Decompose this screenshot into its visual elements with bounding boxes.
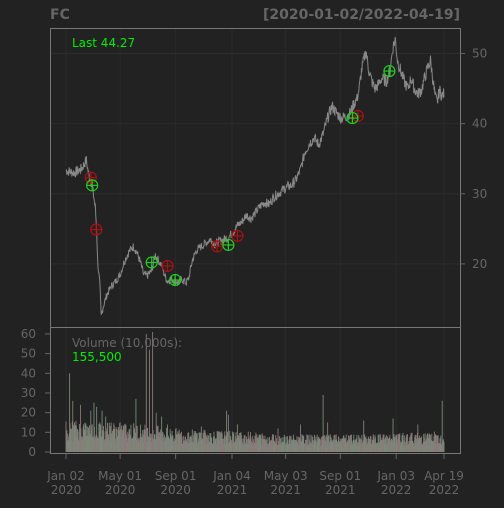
sell-signal-0 <box>84 171 97 184</box>
buy-signal-5 <box>383 64 396 78</box>
buy-signal-1 <box>145 256 158 269</box>
x-tick-label-4-date: May 03 <box>264 469 308 483</box>
buy-signal-3 <box>222 238 235 252</box>
buy-signal-4 <box>346 111 359 125</box>
volume-tick-label-10: 10 <box>21 425 36 439</box>
x-tick-label-1-year: 2020 <box>105 483 136 497</box>
sell-signal-2 <box>161 259 174 273</box>
price-tick-label-40: 40 <box>472 117 487 131</box>
x-tick-label-2-year: 2020 <box>160 483 191 497</box>
volume-tick-label-50: 50 <box>21 347 36 361</box>
volume-tick-label-60: 60 <box>21 327 36 341</box>
ticker-label: FC <box>50 7 70 23</box>
buy-signal-0 <box>86 179 99 192</box>
x-tick-label-6-date: Jan 03 <box>376 469 415 483</box>
volume-last-value: 155,500 <box>72 350 122 364</box>
price-line <box>65 37 445 315</box>
x-tick-label-5-year: 2021 <box>325 483 356 497</box>
x-tick-label-4-year: 2021 <box>270 483 301 497</box>
x-tick-label-0-date: Jan 02 <box>46 469 85 483</box>
signal-markers <box>84 64 396 287</box>
buy-signal-2 <box>169 273 182 287</box>
x-tick-label-0-year: 2020 <box>51 483 82 497</box>
price-tick-label-20: 20 <box>472 257 487 271</box>
x-tick-label-5-date: Sep 01 <box>319 469 361 483</box>
x-tick-label-7-date: Apr 19 <box>424 469 464 483</box>
volume-tick-label-30: 30 <box>21 386 36 400</box>
x-tick-label-3-year: 2021 <box>217 483 248 497</box>
x-tick-label-6-year: 2022 <box>381 483 412 497</box>
price-tick-label-30: 30 <box>472 187 487 201</box>
sell-signal-1 <box>90 223 103 236</box>
date-range-label: [2020-01-02/2022-04-19] <box>263 7 460 23</box>
sell-signal-3 <box>211 240 224 253</box>
x-tick-label-7-year: 2022 <box>429 483 460 497</box>
x-tick-label-2-date: Sep 01 <box>155 469 197 483</box>
grid-layer <box>51 29 460 452</box>
volume-tick-label-0: 0 <box>28 445 36 459</box>
volume-label: Volume (10,000s): <box>72 336 182 350</box>
volume-panel-border <box>50 327 461 454</box>
x-tick-label-3-date: Jan 04 <box>212 469 251 483</box>
volume-tick-label-40: 40 <box>21 366 36 380</box>
price-series <box>65 37 445 315</box>
volume-bars <box>65 331 445 452</box>
price-tick-label-50: 50 <box>472 47 487 61</box>
last-price-label: Last 44.27 <box>72 36 135 50</box>
volume-tick-label-20: 20 <box>21 406 36 420</box>
x-tick-label-1-date: May 01 <box>98 469 142 483</box>
sell-signal-4 <box>231 229 244 242</box>
